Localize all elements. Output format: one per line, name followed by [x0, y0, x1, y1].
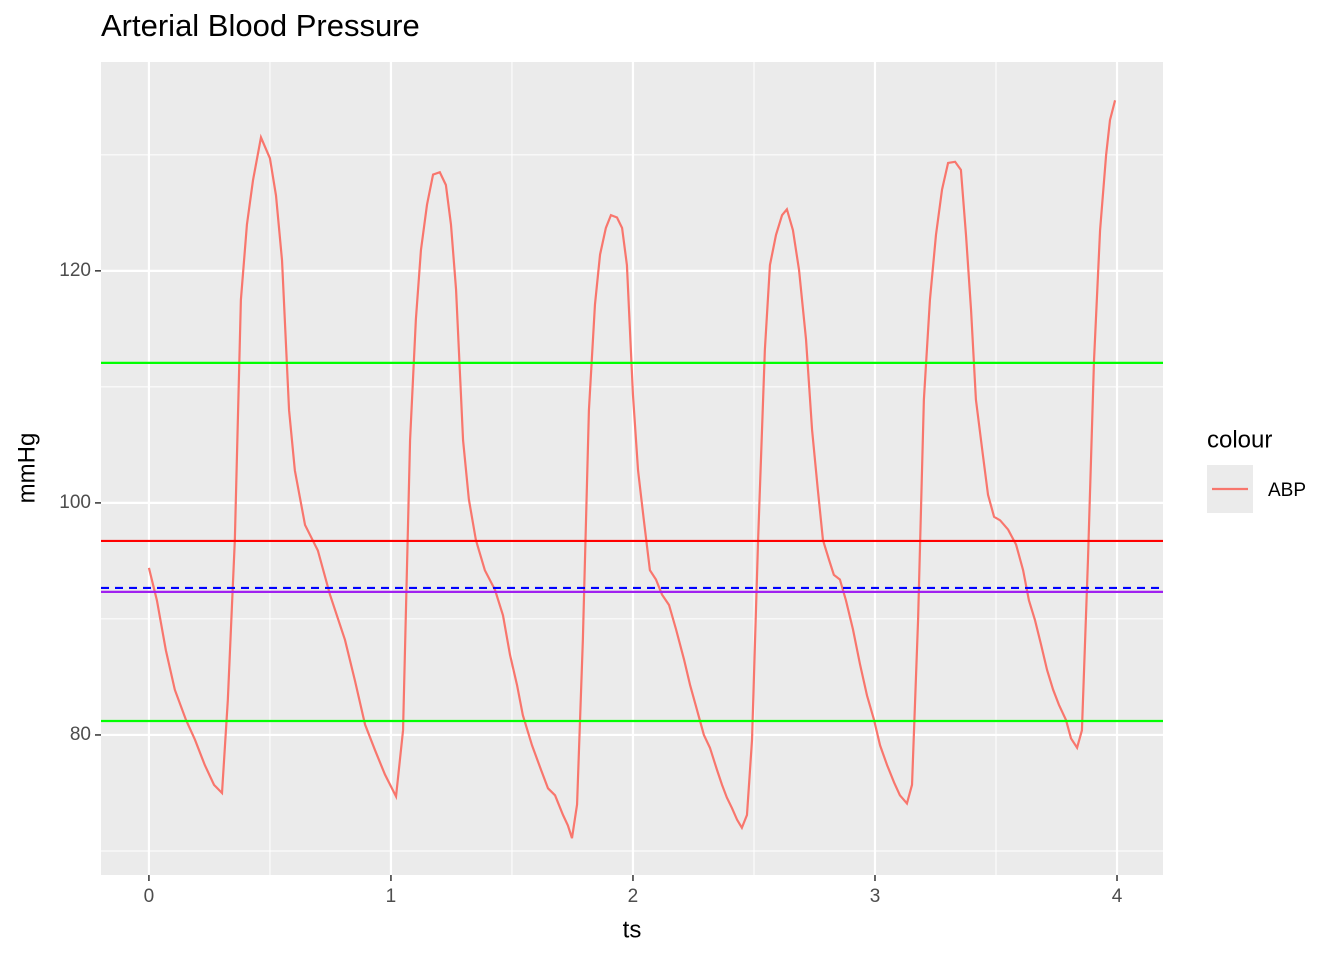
- x-axis-title: ts: [623, 916, 642, 943]
- y-tick-label: 120: [59, 260, 91, 281]
- x-tick-label: 3: [870, 886, 881, 907]
- y-tick-label: 100: [59, 492, 91, 513]
- x-tick-label: 1: [386, 886, 397, 907]
- legend-label: ABP: [1268, 480, 1306, 501]
- x-tick-label: 2: [628, 886, 639, 907]
- x-tick-label: 0: [144, 886, 155, 907]
- x-tick-label: 4: [1112, 886, 1123, 907]
- chart-title: Arterial Blood Pressure: [101, 8, 420, 43]
- legend-title: colour: [1207, 426, 1272, 453]
- y-axis-title: mmHg: [13, 433, 40, 504]
- data-line: [147, 100, 1117, 839]
- y-tick-label: 80: [70, 724, 91, 745]
